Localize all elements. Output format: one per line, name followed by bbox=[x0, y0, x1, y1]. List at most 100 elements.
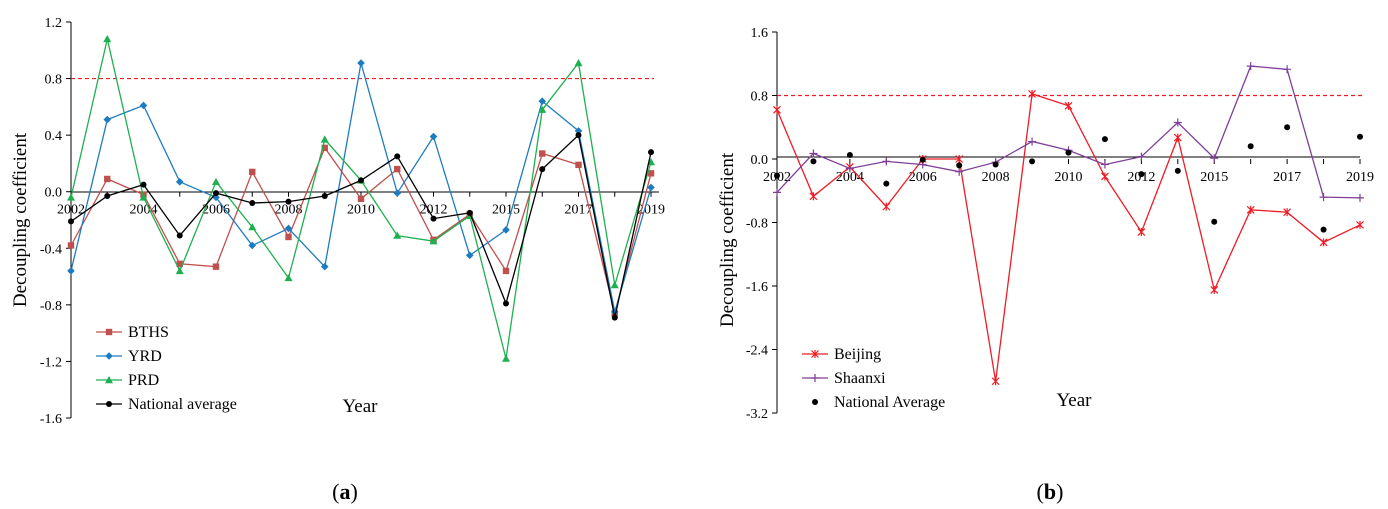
chart-b-point-shaanxi bbox=[1356, 193, 1364, 202]
chart-a-x-tick-label: 2004 bbox=[130, 203, 158, 218]
chart-b-line-beijing bbox=[776, 93, 1361, 382]
chart-b-y-tick-label: 0.8 bbox=[751, 90, 769, 105]
chart-b-point-national-average bbox=[1211, 218, 1218, 225]
chart-a-point-yrd bbox=[465, 251, 474, 260]
chart-a-point-prd bbox=[248, 223, 257, 231]
chart-a-legend-label-prd: PRD bbox=[128, 372, 159, 389]
chart-a-point-bths bbox=[249, 168, 256, 176]
chart-a-point-national-average bbox=[648, 149, 654, 156]
chart-b-point-beijing bbox=[1137, 228, 1146, 237]
chart-a-point-prd bbox=[212, 177, 220, 186]
chart-a-point-yrd bbox=[538, 97, 547, 105]
chart-b-legend-marker-shaanxi bbox=[811, 374, 819, 382]
chart-a-series-bths bbox=[67, 144, 655, 317]
chart-b-x-tick-label: 2010 bbox=[1055, 170, 1083, 185]
chart-b-point-national-average bbox=[1320, 226, 1327, 233]
chart-a-legend-item-bths: BTHS bbox=[96, 324, 169, 341]
chart-a-point-prd bbox=[67, 193, 75, 201]
chart-a-x-tick-label: 2017 bbox=[565, 203, 593, 218]
chart-b-point-national-average bbox=[774, 172, 780, 179]
chart-a-point-prd bbox=[502, 354, 510, 362]
chart-a-point-national-average bbox=[358, 177, 364, 184]
chart-b-y-tick-label: 1.6 bbox=[751, 26, 769, 41]
chart-b-point-beijing bbox=[991, 377, 1000, 386]
chart-b-point-beijing bbox=[1173, 133, 1182, 142]
chart-a-y-tick-label: 0.0 bbox=[45, 186, 63, 201]
chart-b-point-national-average bbox=[1101, 136, 1108, 143]
chart-b-y-tick-label: -0.8 bbox=[746, 217, 768, 232]
chart-b-y-tick-label: -2.4 bbox=[746, 344, 768, 359]
chart-a-point-bths bbox=[285, 233, 292, 241]
chart-a-legend-item-yrd: YRD bbox=[96, 348, 162, 365]
chart-a-point-bths bbox=[357, 195, 365, 202]
chart-a-point-national-average bbox=[575, 132, 582, 139]
chart-a-y-tick-label: -1.6 bbox=[40, 412, 62, 427]
chart-a-point-prd bbox=[538, 105, 547, 113]
chart-b-y-tick-label: -1.6 bbox=[746, 280, 768, 295]
chart-b-point-national-average bbox=[956, 162, 963, 169]
chart-b-point-national-average bbox=[1247, 143, 1254, 150]
chart-a-point-bths bbox=[394, 165, 401, 173]
chart-a-point-yrd bbox=[357, 59, 365, 67]
chart-a-x-tick-label: 2008 bbox=[275, 203, 303, 218]
chart-a-y-axis-title: Decoupling coefficient bbox=[10, 132, 31, 307]
chart-b-point-national-average bbox=[1284, 124, 1291, 131]
chart-a-point-national-average bbox=[611, 314, 618, 321]
chart-a-point-national-average bbox=[321, 192, 328, 199]
chart-b-point-shaanxi bbox=[1173, 118, 1182, 127]
chart-b-legend: Beijing Shaanxi National Average bbox=[802, 346, 945, 411]
chart-a-legend-marker-prd bbox=[105, 376, 113, 384]
chart-b-point-national-average bbox=[992, 161, 999, 168]
chart-a-point-yrd bbox=[610, 308, 619, 316]
chart-a-point-prd bbox=[429, 237, 438, 245]
chart-panel-b: 1.60.80.0-0.8-1.6-2.4-3.2 20022004200620… bbox=[717, 26, 1374, 504]
chart-b-legend-label-beijing: Beijing bbox=[834, 346, 881, 363]
chart-b-point-national-average bbox=[1138, 171, 1145, 178]
chart-b-point-shaanxi bbox=[955, 167, 964, 176]
chart-a-point-bths bbox=[502, 267, 510, 275]
chart-a-point-national-average bbox=[249, 200, 256, 207]
chart-a-point-national-average bbox=[285, 198, 292, 205]
chart-b-x-axis-title: Year bbox=[1056, 390, 1092, 411]
chart-b-x-tick-label: 2017 bbox=[1273, 170, 1301, 185]
chart-b-point-beijing bbox=[1064, 101, 1073, 110]
chart-b-legend-marker-national-average bbox=[812, 399, 818, 405]
chart-b-point-national-average bbox=[1357, 133, 1363, 140]
chart-a-point-yrd bbox=[175, 178, 184, 186]
chart-a-point-prd bbox=[574, 59, 583, 67]
chart-a-point-bths bbox=[321, 144, 328, 152]
chart-a-legend-marker-bths bbox=[105, 328, 113, 336]
chart-a-point-prd bbox=[175, 266, 184, 275]
chart-a-point-bths bbox=[176, 260, 183, 268]
chart-a-legend-item-national-average: National average bbox=[96, 396, 237, 413]
chart-a-point-prd bbox=[103, 34, 112, 43]
chart-a-point-yrd bbox=[393, 189, 402, 197]
chart-b-point-beijing bbox=[1319, 238, 1328, 247]
chart-b-series-beijing bbox=[773, 89, 1364, 386]
chart-a-point-yrd bbox=[320, 262, 329, 271]
chart-a-legend-label-bths: BTHS bbox=[128, 324, 169, 341]
chart-b-x-tick-label: 2006 bbox=[909, 170, 937, 185]
chart-a-point-prd bbox=[139, 193, 148, 201]
chart-a-x-tick-label: 2010 bbox=[347, 203, 375, 218]
chart-a-x-axis-title: Year bbox=[342, 396, 378, 417]
chart-b-point-national-average bbox=[810, 158, 817, 165]
chart-b-point-national-average bbox=[1065, 149, 1072, 156]
chart-a-legend-label-yrd: YRD bbox=[128, 348, 162, 365]
chart-b-point-beijing bbox=[955, 155, 964, 163]
chart-a-y-tick-label: 0.8 bbox=[45, 73, 63, 88]
chart-a-point-bths bbox=[647, 170, 655, 177]
chart-a-y-tick-label: 0.4 bbox=[45, 129, 63, 144]
chart-a-series-yrd bbox=[67, 59, 655, 316]
chart-a-point-national-average bbox=[466, 209, 473, 216]
chart-b-x-tick-label: 2012 bbox=[1127, 170, 1155, 185]
chart-b-legend-label-national-average: National Average bbox=[834, 394, 945, 411]
chart-b-series-national-average bbox=[774, 124, 1363, 233]
chart-b-x-tick-label: 2015 bbox=[1200, 170, 1228, 185]
chart-b-x-tick-label: 2019 bbox=[1346, 170, 1374, 185]
chart-a-x-tick-label: 2015 bbox=[492, 203, 520, 218]
chart-a-y-tick-label: 1.2 bbox=[45, 16, 63, 31]
chart-a-point-national-average bbox=[140, 181, 147, 188]
chart-b-point-beijing bbox=[882, 202, 891, 211]
